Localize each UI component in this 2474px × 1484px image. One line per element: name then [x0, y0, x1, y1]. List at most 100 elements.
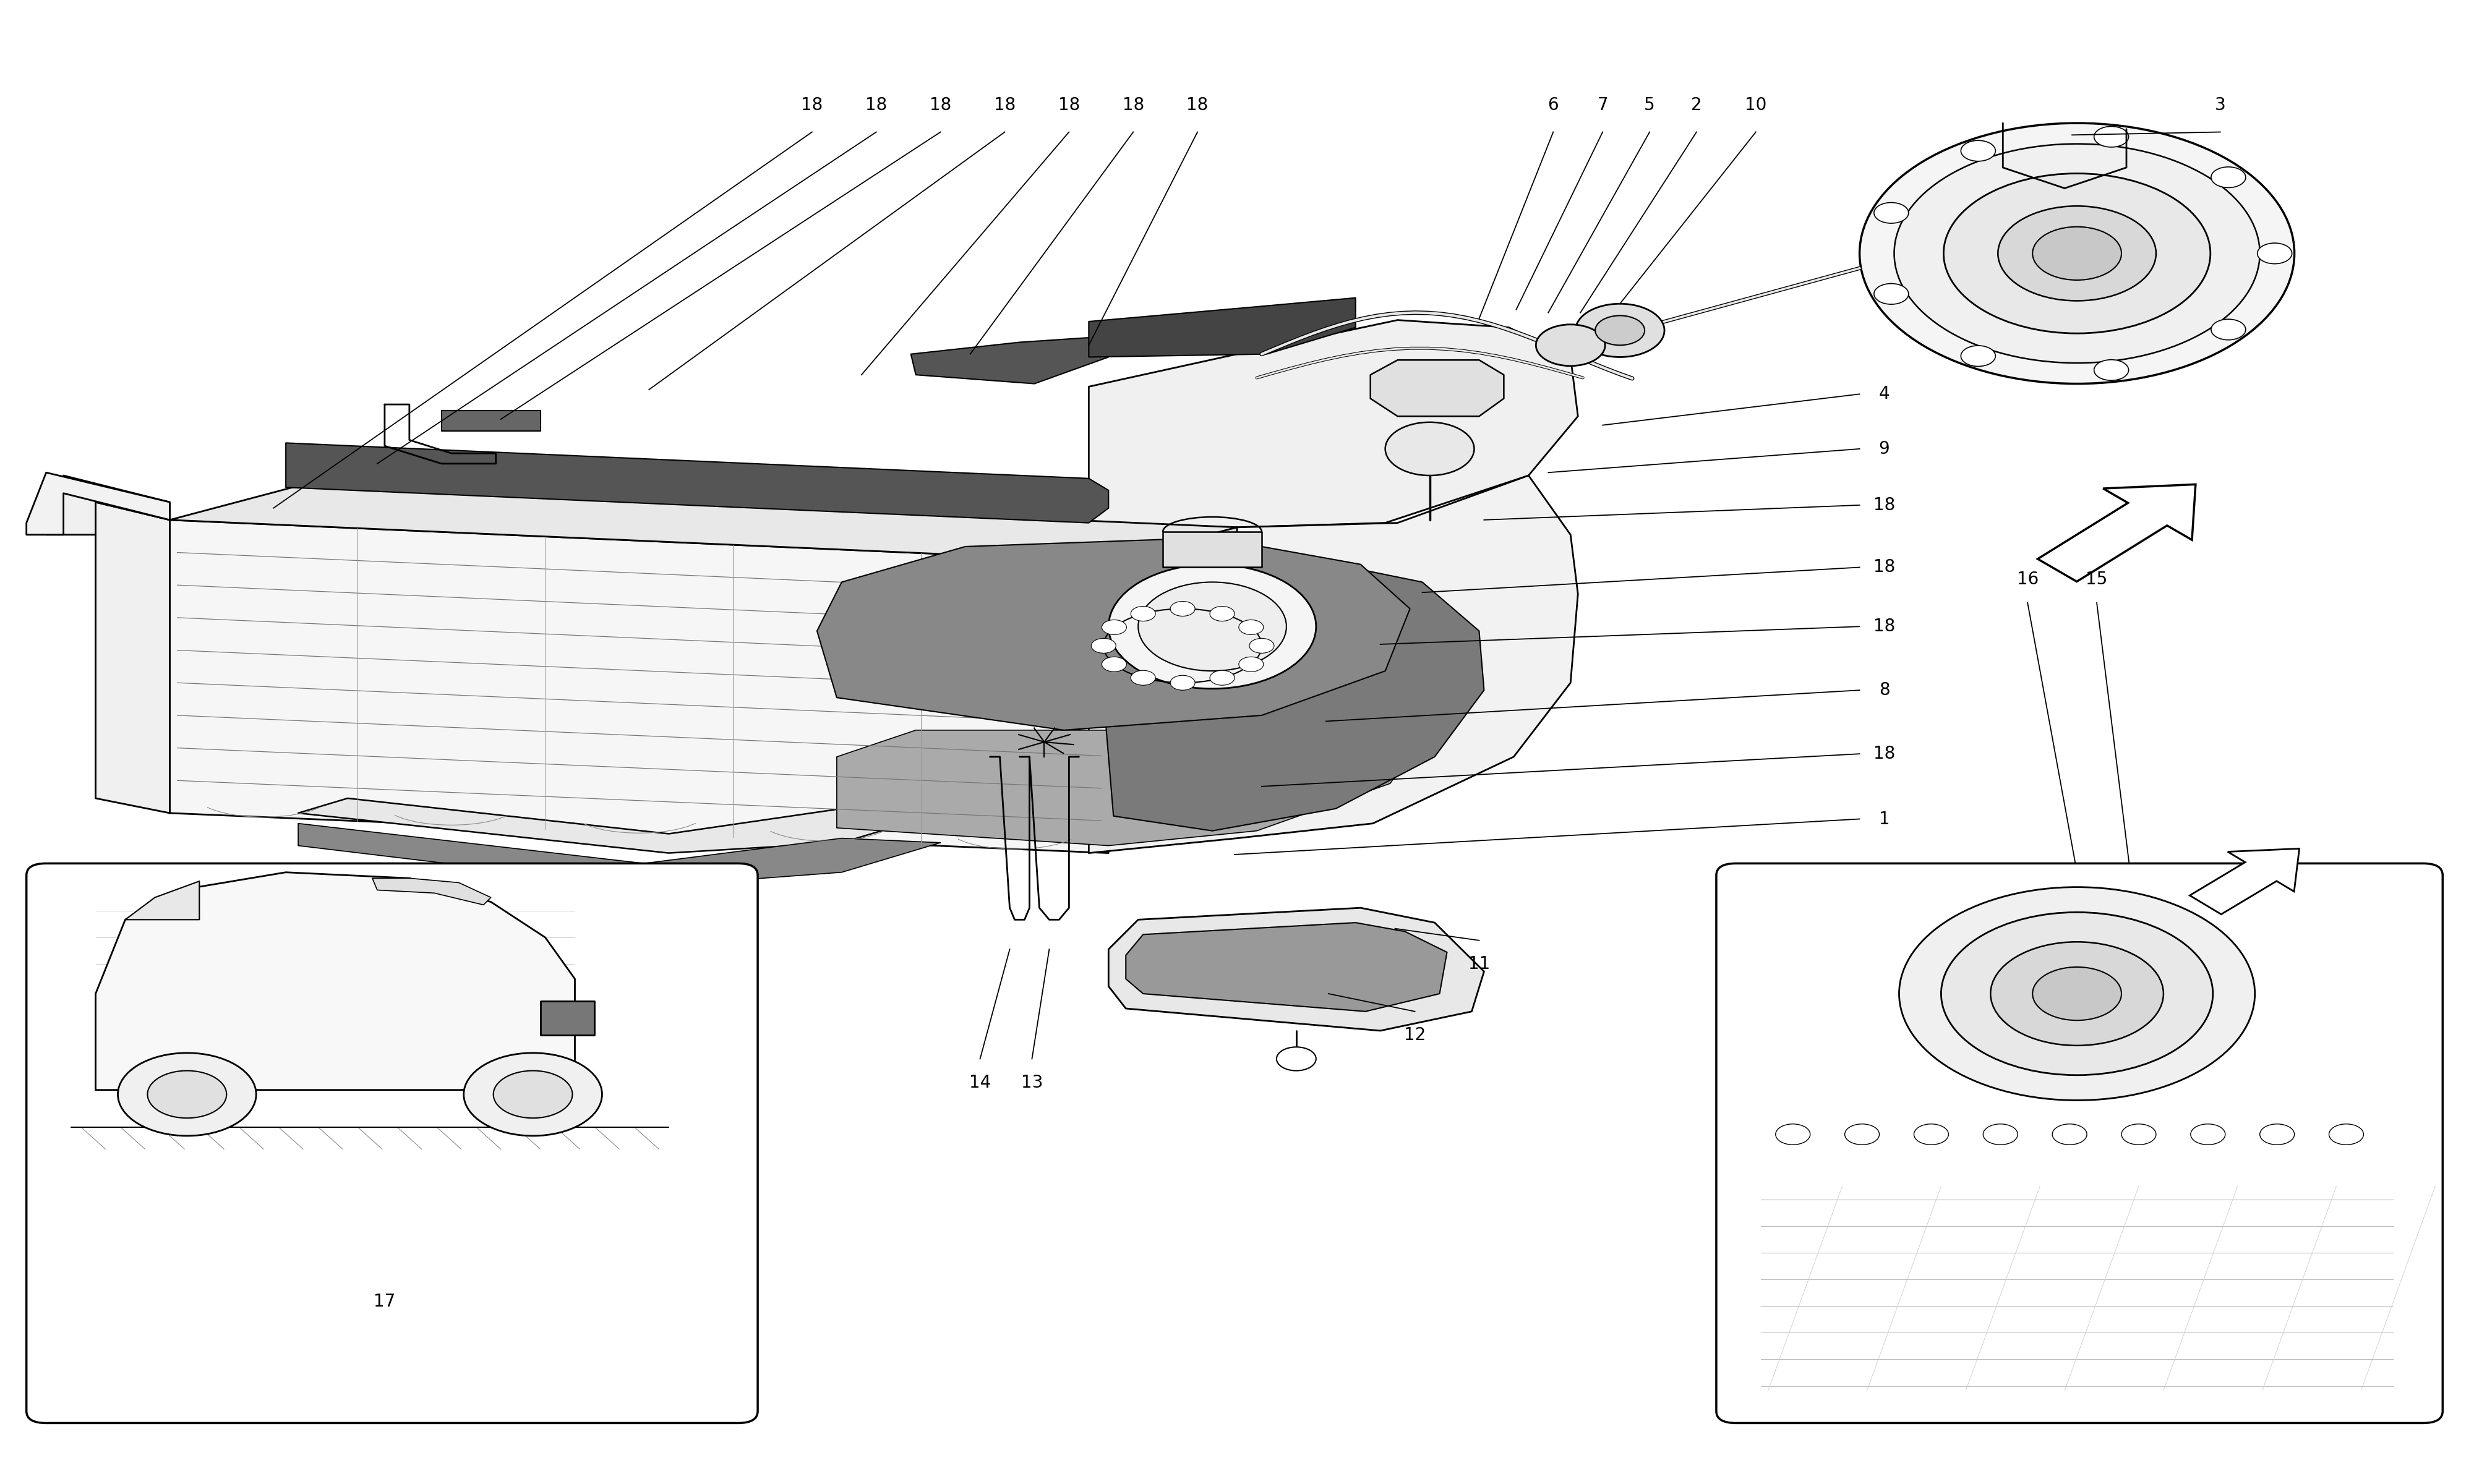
- Text: 7: 7: [1598, 96, 1608, 114]
- Text: 18: 18: [1873, 617, 1895, 635]
- Circle shape: [2123, 1123, 2155, 1144]
- Circle shape: [1860, 123, 2293, 384]
- Text: 13: 13: [1022, 1074, 1044, 1091]
- Polygon shape: [126, 881, 200, 920]
- Circle shape: [1942, 913, 2212, 1074]
- Circle shape: [2093, 126, 2128, 147]
- Polygon shape: [539, 1002, 594, 1036]
- Circle shape: [492, 1070, 571, 1117]
- Text: 18: 18: [866, 96, 888, 114]
- Circle shape: [1536, 325, 1606, 367]
- Polygon shape: [371, 879, 490, 905]
- Polygon shape: [440, 411, 539, 430]
- FancyBboxPatch shape: [1717, 864, 2442, 1423]
- Circle shape: [1873, 202, 1907, 223]
- Circle shape: [2212, 319, 2246, 340]
- Text: 16: 16: [2016, 570, 2039, 588]
- Circle shape: [1385, 421, 1475, 475]
- FancyArrow shape: [2189, 849, 2298, 914]
- Circle shape: [1895, 144, 2259, 364]
- Circle shape: [1170, 675, 1195, 690]
- Text: 18: 18: [802, 96, 824, 114]
- Text: 11: 11: [1467, 956, 1489, 972]
- Polygon shape: [171, 519, 1108, 853]
- Text: 5: 5: [1645, 96, 1655, 114]
- Text: 18: 18: [1873, 497, 1895, 513]
- Polygon shape: [1371, 361, 1504, 417]
- Text: 18: 18: [1873, 558, 1895, 576]
- Circle shape: [1873, 283, 1907, 304]
- Text: 17: 17: [374, 1293, 396, 1310]
- Circle shape: [1984, 1123, 2019, 1144]
- Circle shape: [1576, 304, 1665, 358]
- Circle shape: [2093, 359, 2128, 380]
- Circle shape: [1945, 174, 2209, 334]
- Text: 18: 18: [1188, 96, 1207, 114]
- Text: 10: 10: [1744, 96, 1766, 114]
- Polygon shape: [1101, 556, 1484, 831]
- Polygon shape: [816, 537, 1410, 730]
- Polygon shape: [171, 485, 1237, 561]
- Circle shape: [1210, 607, 1235, 622]
- Circle shape: [1776, 1123, 1811, 1144]
- Text: 2: 2: [1692, 96, 1702, 114]
- Polygon shape: [1108, 527, 1237, 561]
- Text: 4: 4: [1878, 386, 1890, 402]
- Polygon shape: [1126, 923, 1447, 1012]
- Circle shape: [463, 1054, 601, 1135]
- Polygon shape: [27, 472, 171, 534]
- Circle shape: [1900, 887, 2254, 1100]
- Text: 18: 18: [1059, 96, 1081, 114]
- Circle shape: [148, 1070, 228, 1117]
- Circle shape: [1239, 657, 1264, 672]
- Circle shape: [2034, 227, 2123, 280]
- Text: 15: 15: [2086, 570, 2108, 588]
- Polygon shape: [299, 824, 940, 887]
- Text: 9: 9: [1878, 441, 1890, 457]
- Text: 12: 12: [1403, 1027, 1425, 1043]
- Circle shape: [1915, 1123, 1950, 1144]
- Text: 8: 8: [1878, 681, 1890, 699]
- Text: 18: 18: [995, 96, 1017, 114]
- Circle shape: [1239, 620, 1264, 635]
- Polygon shape: [1089, 475, 1578, 853]
- Circle shape: [1170, 601, 1195, 616]
- Polygon shape: [1108, 908, 1484, 1031]
- Circle shape: [1091, 638, 1116, 653]
- Polygon shape: [836, 671, 1430, 846]
- Polygon shape: [910, 337, 1108, 384]
- Circle shape: [1962, 141, 1997, 162]
- Circle shape: [1101, 657, 1126, 672]
- Circle shape: [1999, 206, 2155, 301]
- Text: 18: 18: [1873, 745, 1895, 763]
- Polygon shape: [96, 502, 171, 813]
- Circle shape: [1596, 316, 1645, 346]
- Polygon shape: [1163, 531, 1262, 567]
- Text: 6: 6: [1549, 96, 1559, 114]
- Circle shape: [1138, 582, 1286, 671]
- Polygon shape: [299, 798, 940, 853]
- Text: 18: 18: [1123, 96, 1143, 114]
- Circle shape: [1277, 1048, 1316, 1070]
- Circle shape: [1131, 607, 1155, 622]
- Circle shape: [1249, 638, 1274, 653]
- Circle shape: [1846, 1123, 1880, 1144]
- Circle shape: [2328, 1123, 2363, 1144]
- Circle shape: [1101, 620, 1126, 635]
- Circle shape: [2256, 243, 2291, 264]
- FancyBboxPatch shape: [27, 864, 757, 1423]
- FancyArrow shape: [2039, 484, 2194, 582]
- Polygon shape: [96, 873, 574, 1089]
- Circle shape: [2034, 968, 2123, 1021]
- Circle shape: [1108, 564, 1316, 689]
- Polygon shape: [47, 475, 171, 534]
- Circle shape: [2259, 1123, 2293, 1144]
- Text: 3: 3: [2214, 96, 2227, 114]
- Text: 18: 18: [930, 96, 952, 114]
- Circle shape: [1962, 346, 1997, 367]
- Text: 1: 1: [1878, 810, 1890, 828]
- Circle shape: [1131, 671, 1155, 686]
- Circle shape: [2212, 166, 2246, 187]
- Text: 14: 14: [970, 1074, 992, 1091]
- Polygon shape: [1089, 298, 1356, 358]
